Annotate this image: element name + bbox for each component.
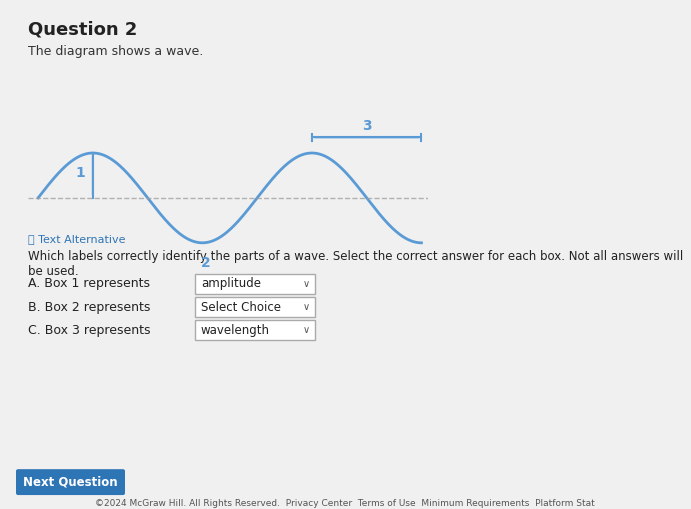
Text: Select Choice: Select Choice	[201, 301, 281, 314]
Text: C. Box 3 represents: C. Box 3 represents	[28, 324, 151, 337]
Text: 1: 1	[76, 166, 86, 180]
Text: ∨: ∨	[303, 325, 310, 335]
FancyBboxPatch shape	[16, 469, 125, 495]
Text: Question 2: Question 2	[28, 20, 138, 38]
FancyBboxPatch shape	[195, 274, 315, 294]
Text: Which labels correctly identify the parts of a wave. Select the correct answer f: Which labels correctly identify the part…	[28, 250, 683, 278]
Text: amplitude: amplitude	[201, 277, 261, 291]
Text: ©2024 McGraw Hill. All Rights Reserved.  Privacy Center  Terms of Use  Minimum R: ©2024 McGraw Hill. All Rights Reserved. …	[95, 498, 595, 507]
Text: ∨: ∨	[303, 279, 310, 289]
Text: wavelength: wavelength	[201, 324, 270, 337]
Text: ∨: ∨	[303, 302, 310, 312]
Text: 2: 2	[201, 256, 211, 270]
Text: The diagram shows a wave.: The diagram shows a wave.	[28, 45, 203, 59]
FancyBboxPatch shape	[195, 297, 315, 317]
Text: A. Box 1 represents: A. Box 1 represents	[28, 277, 150, 291]
Text: B. Box 2 represents: B. Box 2 represents	[28, 301, 151, 314]
Text: 3: 3	[362, 119, 372, 133]
FancyBboxPatch shape	[195, 320, 315, 341]
Text: Next Question: Next Question	[23, 475, 117, 489]
Text: 📄 Text Alternative: 📄 Text Alternative	[28, 234, 126, 244]
